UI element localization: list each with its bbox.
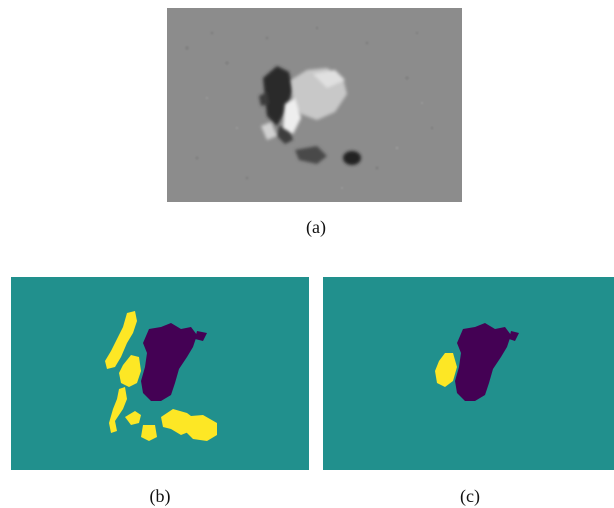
mask-b-svg	[11, 277, 309, 470]
mask-panel-c	[323, 277, 614, 470]
caption-b: (b)	[149, 486, 171, 506]
caption-c: (c)	[460, 486, 480, 506]
mask-c-svg	[323, 277, 614, 470]
mask-panel-b	[11, 277, 309, 470]
caption-a: (a)	[306, 217, 326, 237]
magnetogram-svg	[167, 8, 462, 202]
magnetogram-image	[167, 8, 462, 202]
